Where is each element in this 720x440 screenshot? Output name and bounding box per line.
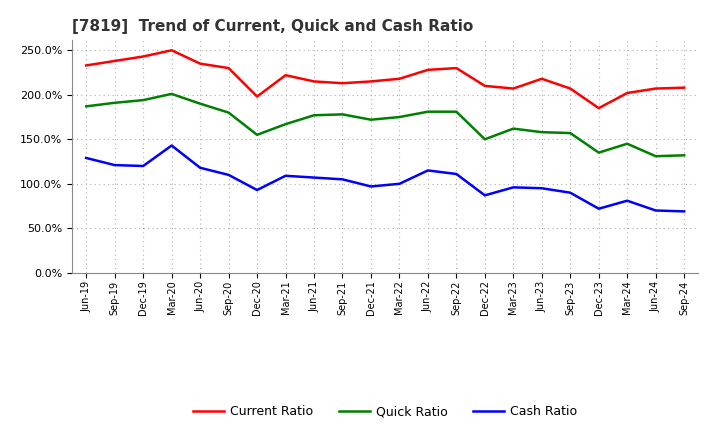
Cash Ratio	[338, 177, 347, 182]
Cash Ratio	[595, 206, 603, 211]
Current Ratio	[452, 66, 461, 71]
Quick Ratio	[423, 109, 432, 114]
Text: [7819]  Trend of Current, Quick and Cash Ratio: [7819] Trend of Current, Quick and Cash …	[72, 19, 473, 34]
Quick Ratio	[566, 130, 575, 136]
Current Ratio	[82, 63, 91, 68]
Cash Ratio	[366, 184, 375, 189]
Line: Current Ratio: Current Ratio	[86, 50, 684, 108]
Quick Ratio	[196, 101, 204, 106]
Quick Ratio	[366, 117, 375, 122]
Cash Ratio	[253, 187, 261, 193]
Current Ratio	[196, 61, 204, 66]
Current Ratio	[623, 90, 631, 95]
Quick Ratio	[595, 150, 603, 155]
Current Ratio	[253, 94, 261, 99]
Quick Ratio	[652, 154, 660, 159]
Current Ratio	[225, 66, 233, 71]
Current Ratio	[110, 59, 119, 64]
Current Ratio	[537, 76, 546, 81]
Quick Ratio	[395, 114, 404, 120]
Cash Ratio	[566, 190, 575, 195]
Quick Ratio	[509, 126, 518, 131]
Cash Ratio	[196, 165, 204, 170]
Current Ratio	[338, 81, 347, 86]
Line: Cash Ratio: Cash Ratio	[86, 146, 684, 211]
Quick Ratio	[167, 91, 176, 96]
Current Ratio	[509, 86, 518, 91]
Cash Ratio	[480, 193, 489, 198]
Line: Quick Ratio: Quick Ratio	[86, 94, 684, 156]
Cash Ratio	[623, 198, 631, 203]
Cash Ratio	[310, 175, 318, 180]
Current Ratio	[566, 86, 575, 91]
Cash Ratio	[82, 155, 91, 161]
Quick Ratio	[225, 110, 233, 115]
Current Ratio	[595, 106, 603, 111]
Quick Ratio	[253, 132, 261, 137]
Cash Ratio	[680, 209, 688, 214]
Current Ratio	[395, 76, 404, 81]
Current Ratio	[167, 48, 176, 53]
Current Ratio	[282, 73, 290, 78]
Legend: Current Ratio, Quick Ratio, Cash Ratio: Current Ratio, Quick Ratio, Cash Ratio	[188, 400, 582, 423]
Cash Ratio	[652, 208, 660, 213]
Quick Ratio	[537, 129, 546, 135]
Cash Ratio	[110, 162, 119, 168]
Quick Ratio	[623, 141, 631, 147]
Quick Ratio	[338, 112, 347, 117]
Cash Ratio	[423, 168, 432, 173]
Cash Ratio	[225, 172, 233, 177]
Cash Ratio	[167, 143, 176, 148]
Cash Ratio	[509, 185, 518, 190]
Current Ratio	[423, 67, 432, 73]
Quick Ratio	[282, 121, 290, 127]
Quick Ratio	[310, 113, 318, 118]
Cash Ratio	[139, 163, 148, 169]
Cash Ratio	[282, 173, 290, 179]
Quick Ratio	[480, 137, 489, 142]
Current Ratio	[139, 54, 148, 59]
Current Ratio	[680, 85, 688, 90]
Quick Ratio	[139, 98, 148, 103]
Quick Ratio	[680, 153, 688, 158]
Current Ratio	[652, 86, 660, 91]
Cash Ratio	[395, 181, 404, 187]
Current Ratio	[310, 79, 318, 84]
Current Ratio	[480, 83, 489, 88]
Current Ratio	[366, 79, 375, 84]
Cash Ratio	[537, 186, 546, 191]
Quick Ratio	[452, 109, 461, 114]
Quick Ratio	[110, 100, 119, 106]
Cash Ratio	[452, 171, 461, 176]
Quick Ratio	[82, 104, 91, 109]
